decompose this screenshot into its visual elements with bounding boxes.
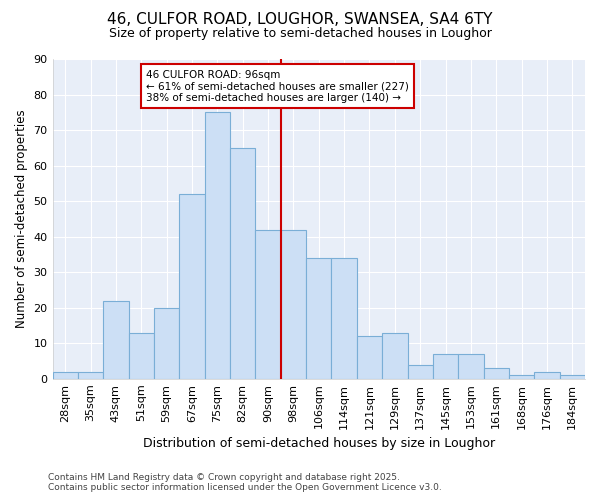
Text: 46, CULFOR ROAD, LOUGHOR, SWANSEA, SA4 6TY: 46, CULFOR ROAD, LOUGHOR, SWANSEA, SA4 6… — [107, 12, 493, 28]
Y-axis label: Number of semi-detached properties: Number of semi-detached properties — [15, 110, 28, 328]
Bar — [103, 300, 128, 379]
Bar — [331, 258, 357, 379]
Bar — [407, 364, 433, 379]
Bar — [560, 376, 585, 379]
Bar — [205, 112, 230, 379]
Bar — [128, 332, 154, 379]
Bar — [306, 258, 331, 379]
Bar — [78, 372, 103, 379]
X-axis label: Distribution of semi-detached houses by size in Loughor: Distribution of semi-detached houses by … — [143, 437, 495, 450]
Bar — [179, 194, 205, 379]
Bar — [433, 354, 458, 379]
Bar — [534, 372, 560, 379]
Bar — [230, 148, 256, 379]
Bar — [357, 336, 382, 379]
Bar — [484, 368, 509, 379]
Bar — [53, 372, 78, 379]
Bar — [509, 376, 534, 379]
Bar — [458, 354, 484, 379]
Bar — [256, 230, 281, 379]
Text: 46 CULFOR ROAD: 96sqm
← 61% of semi-detached houses are smaller (227)
38% of sem: 46 CULFOR ROAD: 96sqm ← 61% of semi-deta… — [146, 70, 409, 103]
Bar — [382, 332, 407, 379]
Text: Size of property relative to semi-detached houses in Loughor: Size of property relative to semi-detach… — [109, 28, 491, 40]
Bar — [281, 230, 306, 379]
Bar — [154, 308, 179, 379]
Text: Contains HM Land Registry data © Crown copyright and database right 2025.
Contai: Contains HM Land Registry data © Crown c… — [48, 473, 442, 492]
